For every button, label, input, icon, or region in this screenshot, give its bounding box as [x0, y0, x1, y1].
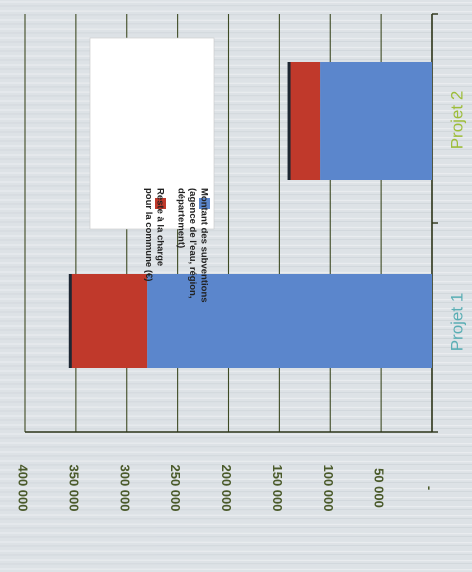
bar-segment [289, 62, 321, 180]
legend-swatch [155, 198, 166, 209]
tick-label: 300 000 [117, 465, 132, 512]
category-label: Projet 1 [447, 293, 466, 352]
legend-swatch [199, 198, 210, 209]
legend-label: (agence de l'eau, région, [187, 188, 198, 298]
bar-segment [320, 62, 432, 180]
legend-label: pour la commune (€) [143, 188, 154, 281]
tick-label: - [423, 486, 438, 490]
bar-end-edge [287, 62, 291, 180]
bar-segment [70, 274, 148, 368]
tick-label: 400 000 [16, 465, 31, 512]
bar-end-edge [68, 274, 72, 368]
value-axis-tick-labels: - 50 000 100 000 150 000 200 000 250 000 300 0… [16, 465, 438, 512]
legend: Montant des subventions(agence de l'eau,… [89, 37, 215, 303]
bars [68, 62, 432, 368]
legend-label: département) [175, 188, 186, 248]
tick-label: 50 000 [372, 468, 387, 508]
category-label: Projet 2 [447, 91, 466, 150]
tick-label: 100 000 [321, 465, 336, 512]
bar-segment [147, 274, 432, 368]
category-labels: Projet 1 Projet 2 [447, 91, 466, 352]
tick-label: 150 000 [270, 465, 285, 512]
tick-label: 250 000 [168, 465, 183, 512]
tick-label: 200 000 [219, 465, 234, 512]
legend-label: Montant des subventions [198, 188, 209, 303]
tick-label: 350 000 [66, 465, 81, 512]
legend-label: Reste à la charge [154, 188, 165, 266]
legend-box [89, 37, 215, 230]
